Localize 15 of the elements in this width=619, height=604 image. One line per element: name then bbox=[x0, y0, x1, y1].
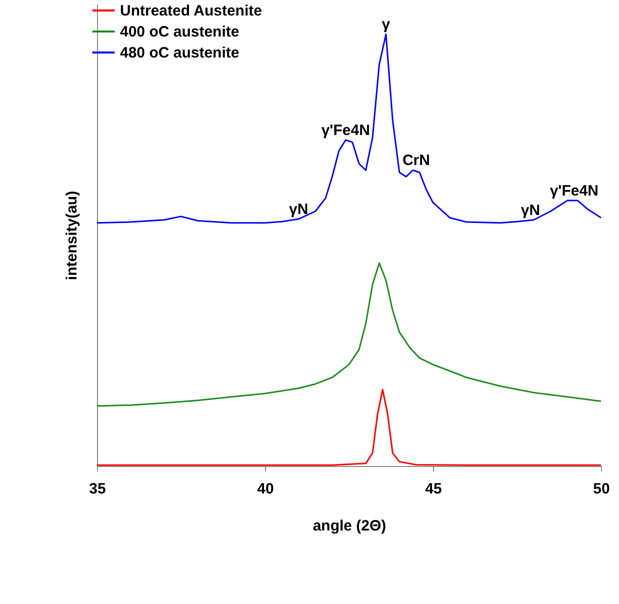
y-axis-title: intensity(au) bbox=[64, 190, 80, 280]
x-tick-label: 35 bbox=[89, 480, 106, 498]
x-tick-label: 40 bbox=[257, 480, 274, 498]
legend-label: 400 oC austenite bbox=[120, 24, 240, 40]
annotation: γ'Fe4N bbox=[550, 182, 598, 200]
x-tick-label: 45 bbox=[425, 480, 442, 498]
x-axis-title: angle (2Θ) bbox=[312, 518, 386, 534]
legend-label: 480 oC austenite bbox=[120, 44, 240, 62]
annotation: γN bbox=[520, 202, 540, 219]
legend-label: Untreated Austenite bbox=[120, 2, 262, 20]
x-tick-label: 50 bbox=[593, 480, 610, 498]
annotation: γ bbox=[382, 16, 391, 34]
annotation: γ'Fe4N bbox=[321, 122, 370, 140]
annotation: CrN bbox=[402, 152, 430, 170]
annotation: γN bbox=[289, 201, 308, 218]
